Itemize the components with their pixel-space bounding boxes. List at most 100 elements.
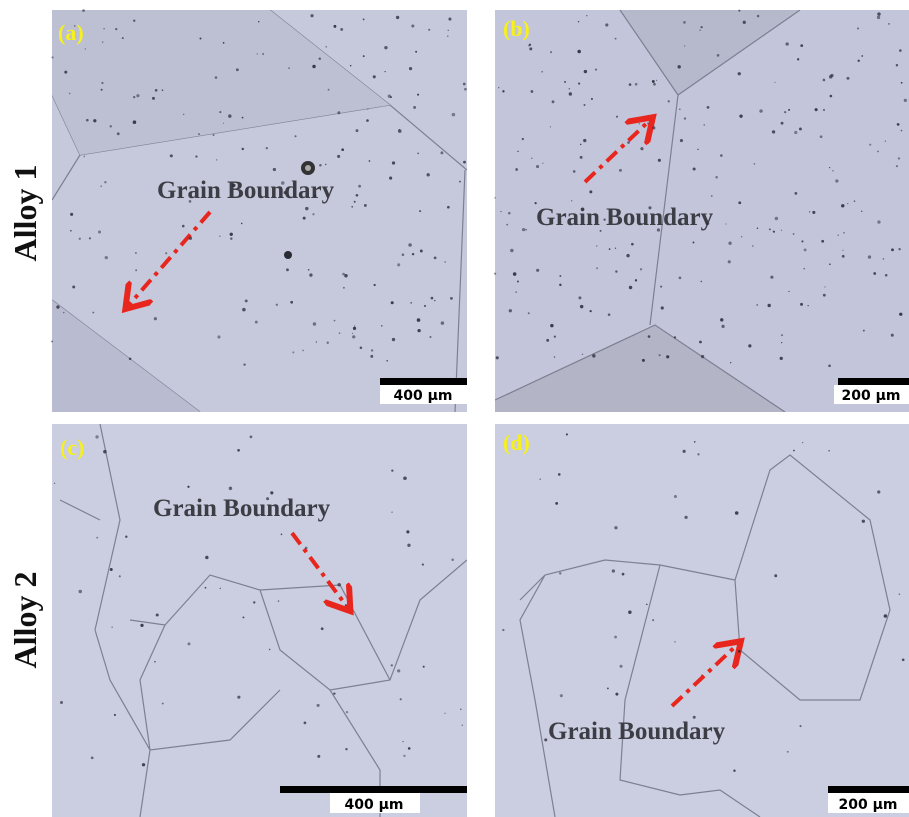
speck: [63, 312, 64, 313]
speck: [793, 450, 795, 452]
speck: [622, 573, 625, 576]
speck: [115, 28, 117, 30]
speck: [868, 255, 871, 258]
speck: [901, 82, 903, 84]
speck: [381, 325, 382, 326]
speck: [162, 89, 164, 91]
speck: [281, 534, 283, 536]
speck: [725, 223, 726, 224]
speck: [133, 96, 135, 98]
speck: [809, 211, 810, 212]
speck: [842, 250, 843, 251]
speck: [583, 139, 586, 142]
speck: [802, 442, 803, 443]
speck: [317, 704, 320, 707]
speck: [69, 93, 71, 95]
speck: [498, 87, 499, 88]
speck: [402, 741, 403, 742]
speck: [793, 233, 795, 235]
speck: [899, 313, 901, 315]
speck: [679, 277, 682, 280]
speck: [652, 619, 654, 621]
speck: [448, 18, 451, 21]
speck: [837, 234, 838, 235]
speck: [536, 165, 539, 168]
speck: [898, 157, 900, 159]
speck: [794, 131, 797, 134]
speck: [101, 89, 103, 91]
speck: [245, 299, 248, 302]
speck: [569, 88, 571, 90]
speck: [316, 341, 317, 342]
speck: [614, 526, 617, 529]
speck: [229, 487, 232, 490]
annotation: Grain Boundary: [536, 204, 714, 231]
speck: [774, 82, 775, 83]
speck: [269, 649, 270, 650]
speck: [529, 44, 531, 46]
speck: [310, 14, 313, 17]
speck: [652, 80, 655, 83]
speck: [133, 120, 137, 124]
speck: [647, 122, 649, 124]
speck: [230, 233, 233, 236]
speck: [640, 268, 642, 270]
speck: [607, 687, 609, 689]
speck: [98, 231, 101, 234]
speck: [354, 325, 355, 326]
speck: [319, 164, 322, 167]
speck: [253, 601, 255, 603]
speck: [266, 497, 269, 500]
speck: [888, 23, 890, 25]
speck: [358, 185, 361, 188]
speck: [105, 256, 108, 259]
speck: [370, 355, 373, 358]
scale-label: 200 µm: [839, 797, 898, 813]
speck: [219, 236, 220, 237]
speck: [142, 763, 145, 766]
speck: [546, 339, 549, 342]
speck: [182, 225, 185, 228]
speck: [51, 56, 53, 58]
speck: [595, 69, 597, 71]
speck: [79, 238, 81, 240]
speck: [788, 291, 789, 292]
speck: [339, 332, 341, 334]
speck: [403, 755, 405, 757]
speck: [356, 194, 359, 197]
speck: [899, 593, 901, 595]
speck: [136, 94, 139, 97]
speck: [738, 201, 741, 204]
speck: [799, 128, 802, 131]
speck: [424, 305, 426, 307]
speck: [854, 200, 856, 202]
micrograph: [52, 10, 467, 412]
speck: [648, 335, 651, 338]
speck: [273, 168, 276, 171]
speck: [242, 148, 244, 150]
speck: [187, 486, 189, 488]
speck: [614, 636, 617, 639]
speck: [615, 693, 618, 696]
speck: [91, 756, 94, 759]
speck: [420, 250, 423, 253]
speck: [769, 228, 771, 230]
speck: [305, 547, 308, 550]
speck: [743, 21, 746, 24]
speck: [156, 614, 159, 617]
speck: [531, 90, 534, 93]
speck: [413, 106, 416, 109]
speck: [741, 236, 742, 237]
speck: [627, 141, 630, 144]
speck: [415, 51, 417, 53]
speck: [535, 202, 537, 204]
speck: [781, 230, 782, 231]
speck: [785, 42, 788, 45]
speck: [847, 203, 848, 204]
speck: [829, 263, 831, 265]
micrograph: [495, 424, 909, 817]
speck: [89, 237, 91, 239]
speck: [417, 318, 421, 322]
speck: [902, 658, 905, 661]
speck: [522, 138, 524, 140]
